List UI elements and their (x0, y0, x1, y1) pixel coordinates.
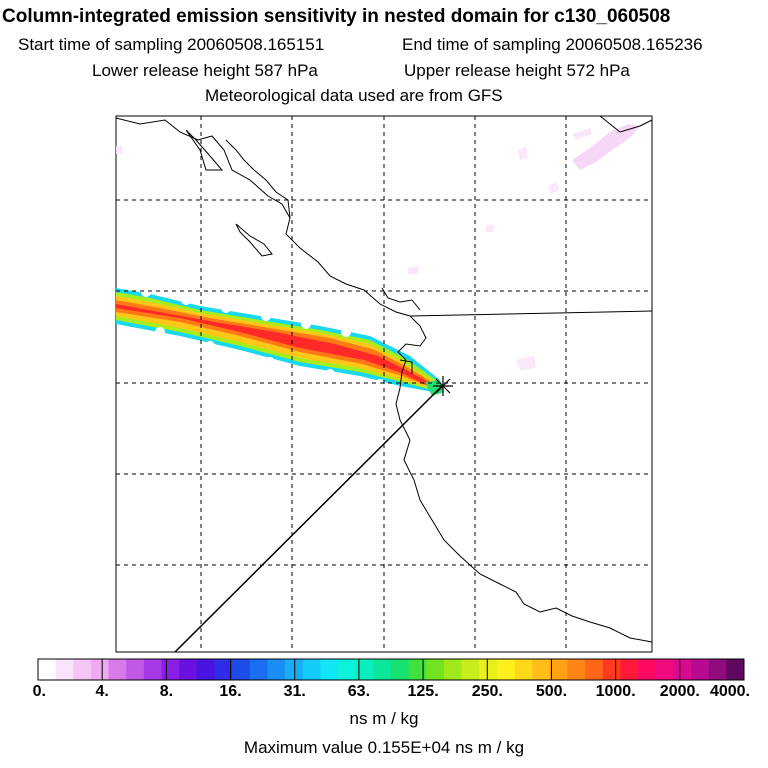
lower-release-label: Lower release height 587 hPa (92, 61, 318, 80)
colorbar-swatch (391, 659, 410, 680)
colorbar-swatch (496, 659, 516, 680)
start-time-label: Start time of sampling 20060508.165151 (18, 35, 325, 54)
end-time-label: End time of sampling 20060508.165236 (402, 35, 703, 54)
colorbar-swatch (708, 659, 727, 680)
colorbar-swatch (55, 659, 74, 680)
plot-title: Column-integrated emission sensitivity i… (2, 6, 671, 27)
colorbar-swatch (38, 659, 57, 680)
colorbar-tick-label: 2000. (659, 683, 700, 700)
colorbar-swatch (620, 659, 639, 680)
maximum-value-label: Maximum value 0.155E+04 ns m / kg (243, 738, 525, 757)
colorbar-swatch (267, 659, 286, 680)
colorbar-tick-label: 4. (95, 683, 109, 700)
colorbar-swatch (126, 659, 145, 680)
colorbar-tick-label: 16. (219, 683, 242, 700)
colorbar-swatch (602, 659, 621, 680)
colorbar-swatch (214, 659, 233, 680)
colorbar-swatch (302, 659, 321, 680)
colorbar-swatch (549, 659, 568, 680)
colorbar-unit-label: ns m / kg (349, 709, 419, 728)
colorbar-swatch (585, 659, 604, 680)
colorbar-tick-label: 125. (407, 683, 439, 700)
upper-release-label: Upper release height 572 hPa (404, 61, 630, 80)
colorbar-swatch (161, 659, 180, 680)
colorbar-tick-label: 63. (347, 683, 371, 700)
colorbar-tick-label: 8. (159, 683, 174, 700)
colorbar-swatch (726, 659, 745, 680)
colorbar-tick-label: 500. (535, 683, 568, 700)
colorbar-swatch (673, 659, 692, 680)
colorbar-tick-label: 1000. (595, 683, 636, 700)
colorbar-ticks (37, 659, 745, 680)
colorbar-swatch (232, 659, 251, 680)
colorbar-swatch (249, 659, 268, 680)
release-line (174, 384, 444, 653)
colorbar-swatch (196, 659, 215, 680)
colorbar-swatch (479, 659, 498, 680)
colorbar-swatch (638, 659, 657, 680)
colorbar-swatch (143, 659, 163, 680)
colorbar (37, 658, 745, 681)
colorbar-swatch (355, 659, 374, 680)
colorbar-swatch (408, 659, 427, 680)
colorbar-swatch (655, 659, 674, 680)
coastline (115, 115, 653, 643)
colorbar-swatch (461, 659, 480, 680)
colorbar-swatch (320, 659, 339, 680)
colorbar-swatch (691, 659, 710, 680)
colorbar-swatch (338, 659, 357, 680)
colorbar-swatch (567, 659, 586, 680)
colorbar-swatch (532, 659, 551, 680)
colorbar-swatch (179, 659, 198, 680)
colorbar-swatch (514, 659, 533, 680)
colorbar-tick-label: 0. (32, 683, 47, 700)
colorbar-swatch (426, 659, 445, 680)
colorbar-tick-label: 4000. (709, 683, 751, 700)
colorbar-tick-label: 250. (471, 683, 503, 700)
release-point-marker (433, 376, 453, 396)
met-data-label: Meteorological data used are from GFS (205, 86, 503, 105)
colorbar-swatch (443, 659, 463, 680)
colorbar-swatch (90, 659, 110, 680)
colorbar-swatch (108, 659, 127, 680)
colorbar-swatch (373, 659, 392, 680)
light-sensitivity-patches (116, 124, 640, 370)
colorbar-swatch (285, 659, 304, 680)
colorbar-tick-label: 31. (283, 683, 306, 700)
colorbar-swatch (73, 659, 92, 680)
emission-plume (116, 287, 444, 396)
